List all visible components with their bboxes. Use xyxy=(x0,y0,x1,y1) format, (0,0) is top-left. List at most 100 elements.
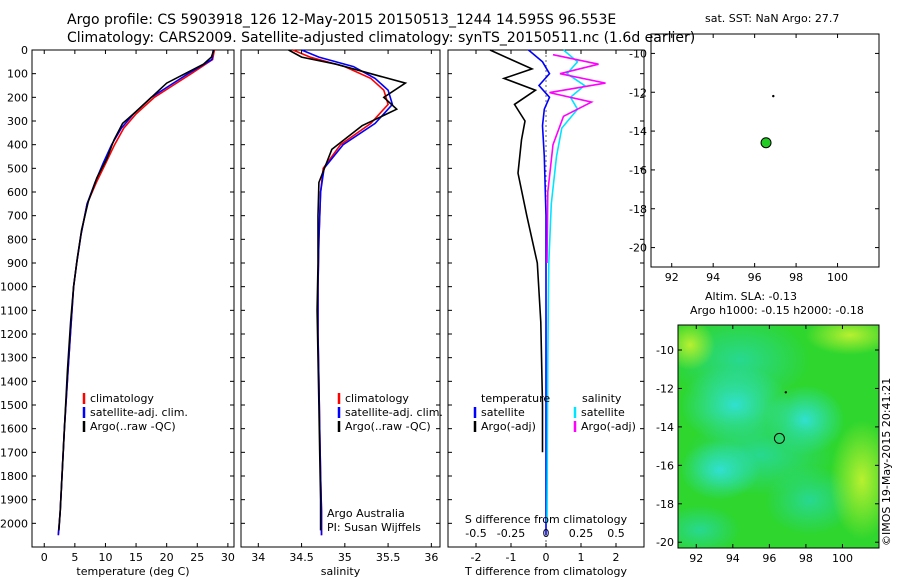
header-line-2: Climatology: CARS2009. Satellite-adjuste… xyxy=(67,30,696,46)
sst-map-x-tick-label: 96 xyxy=(748,271,762,284)
depth-ytick-label: 700 xyxy=(7,210,28,223)
sst-map-x-tick-label: 94 xyxy=(706,271,720,284)
depth-ytick-label: 1600 xyxy=(0,423,28,436)
difference-series-temperature-argo-adj- xyxy=(489,49,544,453)
temperature-legend-label: climatology xyxy=(90,392,154,405)
sla-map-anomaly-patch xyxy=(830,420,879,540)
sla-map-subtitle: Argo h1000: -0.15 h2000: -0.18 xyxy=(690,304,864,317)
sst-map-y-ytick-label: -14 xyxy=(629,125,647,138)
pi-label: PI: Susan Wijffels xyxy=(327,521,421,534)
difference-sal-legend-label: Argo(-adj) xyxy=(581,420,636,433)
salinity-x-tick-label: 36 xyxy=(424,551,438,564)
depth-ytick-label: 1500 xyxy=(0,399,28,412)
sla-map-anomaly-patch xyxy=(678,325,715,370)
depth-ytick-label: 600 xyxy=(7,186,28,199)
temperature-series-argo-raw-qc- xyxy=(58,49,215,531)
sla-map-x-tick-label: 96 xyxy=(762,552,776,565)
sla-map-x-tick-label: 92 xyxy=(689,552,703,565)
depth-ytick-label: 300 xyxy=(7,115,28,128)
difference-top-tick-label: 0.5 xyxy=(607,527,625,540)
sla-map-y-ytick-label: -16 xyxy=(656,459,674,472)
temperature-x-tick-label: 30 xyxy=(221,551,235,564)
temperature-series-satellite-adj-clim- xyxy=(57,49,214,536)
sla-map-x-tick-label: 100 xyxy=(832,552,853,565)
sla-map-x-tick-label: 94 xyxy=(726,552,740,565)
depth-ytick-label: 1000 xyxy=(0,281,28,294)
depth-ytick-label: 1400 xyxy=(0,375,28,388)
temperature-legend-label: Argo(..raw -QC) xyxy=(90,420,176,433)
difference-x-tick-label: -2 xyxy=(471,551,482,564)
sla-map-y-ytick-label: -10 xyxy=(656,344,674,357)
sst-map-title: sat. SST: NaN Argo: 27.7 xyxy=(705,12,840,25)
sst-map-previous-marker xyxy=(772,94,775,98)
sst-map-x-tick-label: 98 xyxy=(789,271,803,284)
difference-series-salinity-argo-adj- xyxy=(546,53,606,264)
salinity-x-tick-label: 35.5 xyxy=(376,551,401,564)
salinity-x-tick-label: 34.5 xyxy=(289,551,314,564)
sst-map-y-ytick-label: -16 xyxy=(629,164,647,177)
sla-map-y-ytick-label: -14 xyxy=(656,421,674,434)
sla-map-anomaly-patch xyxy=(805,325,879,355)
sst-map-y-ytick-label: -10 xyxy=(629,47,647,60)
temperature-x-tick-label: 0 xyxy=(41,551,48,564)
salinity-series-argo-raw-qc- xyxy=(288,49,408,531)
difference-top-tick-label: -0.25 xyxy=(497,527,525,540)
depth-ytick-label: 400 xyxy=(7,139,28,152)
salinity-series-satellite-adj-clim- xyxy=(301,49,394,536)
temperature-x-tick-label: 20 xyxy=(160,551,174,564)
difference-series-temperature-satellite xyxy=(527,49,551,536)
difference-xlabel: T difference from climatology xyxy=(464,565,627,578)
depth-ytick-label: 200 xyxy=(7,91,28,104)
difference-top-xlabel: S difference from climatology xyxy=(465,513,628,526)
sst-map-argo-marker xyxy=(760,137,772,149)
depth-ytick-label: 800 xyxy=(7,233,28,246)
salinity-xlabel: salinity xyxy=(321,565,361,578)
salinity-frame xyxy=(240,49,441,548)
depth-ytick-label: 1900 xyxy=(0,494,28,507)
difference-x-tick-label: 0 xyxy=(543,551,550,564)
depth-ytick-label: 1200 xyxy=(0,328,28,341)
difference-temp-legend-label: satellite xyxy=(481,406,525,419)
difference-x-tick-label: 2 xyxy=(613,551,620,564)
sla-map-heatmap xyxy=(678,325,879,548)
salinity-legend-label: satellite-adj. clim. xyxy=(345,406,443,419)
header-line-1: Argo profile: CS 5903918_126 12-May-2015… xyxy=(67,12,617,28)
salinity-x-tick-label: 35 xyxy=(338,551,352,564)
depth-ytick-label: 100 xyxy=(7,68,28,81)
depth-ytick-label: 2000 xyxy=(0,517,28,530)
difference-sal-legend-label: satellite xyxy=(581,406,625,419)
depth-ytick-label: 1300 xyxy=(0,352,28,365)
temperature-x-tick-label: 25 xyxy=(190,551,204,564)
temperature-frame xyxy=(31,49,235,548)
sla-map-previous-marker xyxy=(784,391,788,394)
sla-map-y-ytick-label: -18 xyxy=(656,498,674,511)
temperature-x-tick-label: 15 xyxy=(129,551,143,564)
sla-map-argo-marker xyxy=(773,432,785,444)
temperature-legend-label: satellite-adj. clim. xyxy=(90,406,188,419)
difference-top-tick-label: -0.5 xyxy=(465,527,486,540)
difference-temp-legend-label: Argo(-adj) xyxy=(481,420,536,433)
difference-top-tick-label: 0 xyxy=(543,527,550,540)
sla-map-anomaly-patch xyxy=(678,505,740,548)
sla-map-y-ytick-label: -20 xyxy=(656,536,674,549)
depth-ytick-label: 1700 xyxy=(0,446,28,459)
difference-x-tick-label: -1 xyxy=(506,551,517,564)
salinity-x-tick-label: 34 xyxy=(251,551,265,564)
sst-map-y-ytick-label: -20 xyxy=(629,242,647,255)
depth-ytick-label: 0 xyxy=(21,44,28,57)
difference-x-tick-label: 1 xyxy=(578,551,585,564)
sla-map-frame xyxy=(677,324,880,549)
sst-map-y-ytick-label: -18 xyxy=(629,203,647,216)
temperature-x-tick-label: 10 xyxy=(98,551,112,564)
sst-map-frame xyxy=(650,33,880,268)
difference-series-salinity-satellite xyxy=(546,49,586,524)
argo-australia-label: Argo Australia xyxy=(327,507,405,520)
salinity-legend-label: climatology xyxy=(345,392,409,405)
temperature-xlabel: temperature (deg C) xyxy=(76,565,189,578)
sla-map-anomaly-patch xyxy=(680,440,760,500)
depth-ytick-label: 1100 xyxy=(0,304,28,317)
difference-legend-title-temperature: temperature xyxy=(481,392,550,405)
sla-map-x-tick-label: 98 xyxy=(799,552,813,565)
depth-ytick-label: 500 xyxy=(7,162,28,175)
